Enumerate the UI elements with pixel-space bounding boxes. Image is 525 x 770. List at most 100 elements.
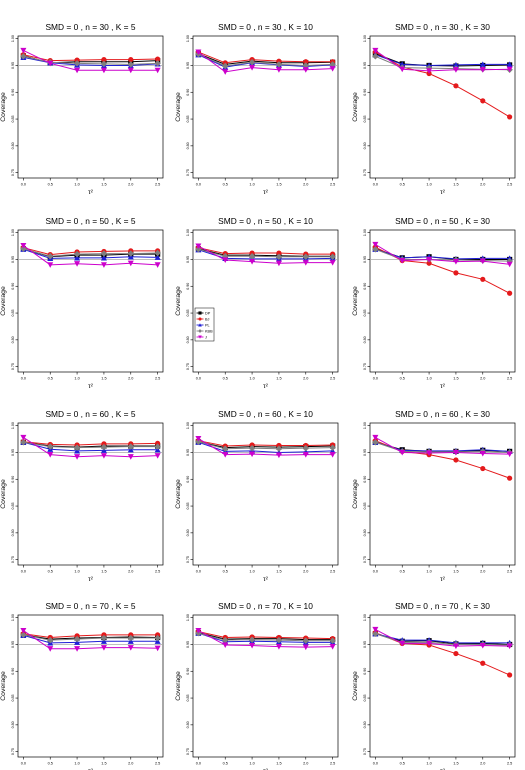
x-tick-label: 1.0 <box>249 377 254 381</box>
x-tick-label: 2.5 <box>507 183 512 187</box>
x-tick-label: 0.5 <box>223 377 228 381</box>
y-tick-label: 0.75 <box>11 556 15 563</box>
legend-label-bj: BJ <box>205 317 210 321</box>
marker-j <box>329 66 336 72</box>
marker-kbb <box>20 53 27 60</box>
x-tick-label: 0.5 <box>400 762 405 766</box>
marker-kbb <box>195 246 202 253</box>
series-line-bj <box>375 51 510 118</box>
x-tick-label: 1.5 <box>453 377 458 381</box>
marker-j <box>275 260 282 267</box>
marker-j <box>249 65 256 71</box>
marker-j <box>100 645 107 651</box>
y-axis-label: Coverage <box>0 92 7 122</box>
y-tick-label: 0.85 <box>363 503 367 510</box>
y-tick-label: 0.75 <box>186 748 190 755</box>
marker-j <box>506 451 513 458</box>
marker-j <box>74 261 81 267</box>
y-axis-label: Coverage <box>0 286 7 316</box>
x-axis-label: τ² <box>440 189 446 196</box>
marker-bj <box>480 98 486 104</box>
x-tick-label: 2.5 <box>330 762 335 766</box>
series-line-j <box>375 244 510 265</box>
marker-kbb <box>127 61 134 68</box>
chart-panel: SMD = 0 , n = 70 , K = 30 0.75 0.80 0.85 0.9… <box>352 601 516 770</box>
x-axis-label: τ² <box>440 576 446 583</box>
marker-kbb <box>275 445 283 452</box>
x-tick-label: 2.0 <box>128 762 133 766</box>
marker-kbb <box>73 60 81 67</box>
marker-j <box>452 449 459 456</box>
marker-bj <box>155 56 161 62</box>
marker-kbb <box>100 634 108 642</box>
marker-pl <box>198 323 202 327</box>
marker-kbb <box>222 636 229 644</box>
marker-kbb <box>100 443 108 451</box>
x-tick-label: 1.0 <box>249 183 254 187</box>
marker-kbb <box>195 438 202 445</box>
x-tick-label: 0.5 <box>400 570 405 574</box>
plot-frame <box>369 614 516 758</box>
x-tick-label: 1.5 <box>453 570 458 574</box>
y-tick-label: 0.80 <box>363 142 367 149</box>
x-tick-label: 2.5 <box>155 183 160 187</box>
plot-frame <box>17 422 164 566</box>
y-tick-label: 0.80 <box>11 142 15 149</box>
marker-kbb <box>20 439 27 446</box>
x-tick-label: 2.0 <box>303 377 308 381</box>
marker-bj <box>276 250 282 256</box>
x-tick-label: 2.0 <box>128 570 133 574</box>
y-tick-label: 0.95 <box>363 62 367 69</box>
marker-kbb <box>329 253 336 260</box>
x-tick-label: 2.0 <box>480 570 485 574</box>
y-tick-label: 0.80 <box>11 529 15 536</box>
y-tick-label: 0.95 <box>11 641 15 648</box>
x-tick-label: 2.5 <box>507 377 512 381</box>
x-tick-label: 0.5 <box>48 377 53 381</box>
series-line-j <box>375 629 510 647</box>
series-line-j <box>375 437 510 455</box>
series-line-bj <box>375 440 510 479</box>
marker-j <box>74 646 81 652</box>
chart-title: SMD = 0 , n = 60 , K = 30 <box>395 409 490 419</box>
y-axis-label: Coverage <box>352 479 359 509</box>
series-line-kbb <box>23 634 158 641</box>
y-tick-label: 0.95 <box>11 449 15 456</box>
legend-box <box>194 307 215 342</box>
marker-j <box>372 241 379 248</box>
marker-kbb <box>302 444 309 452</box>
marker-bj <box>128 632 134 638</box>
y-tick-label: 0.80 <box>186 721 190 728</box>
y-tick-label: 0.95 <box>186 256 190 263</box>
plot-frame <box>17 35 164 179</box>
y-tick-label: 0.95 <box>186 449 190 456</box>
y-tick-label: 0.75 <box>363 363 367 370</box>
x-tick-label: 2.0 <box>303 183 308 187</box>
y-tick-label: 0.75 <box>186 556 190 563</box>
marker-kbb <box>275 636 283 644</box>
marker-j <box>195 627 202 634</box>
marker-j <box>127 260 134 267</box>
y-axis-label: Coverage <box>352 92 359 122</box>
x-tick-label: 2.0 <box>128 377 133 381</box>
marker-j <box>222 452 229 458</box>
marker-kbb <box>372 246 379 253</box>
marker-j <box>506 643 513 650</box>
x-tick-label: 1.5 <box>276 377 281 381</box>
y-tick-label: 0.90 <box>363 668 367 675</box>
series-line-kbb <box>198 248 333 258</box>
x-tick-label: 1.5 <box>276 762 281 766</box>
chart-panel: SMD = 0 , n = 60 , K = 30 0.75 0.80 0.85 0.9… <box>352 409 516 583</box>
y-tick-label: 0.85 <box>363 695 367 702</box>
series-line-pl <box>198 54 333 68</box>
chart-title: SMD = 0 , n = 30 , K = 10 <box>218 22 313 32</box>
chart-title: SMD = 0 , n = 70 , K = 10 <box>218 601 313 611</box>
marker-kbb <box>47 636 54 644</box>
x-tick-label: 0.0 <box>21 570 26 574</box>
x-axis-label: τ² <box>88 189 94 196</box>
chart-panel: SMD = 0 , n = 60 , K = 10 0.75 0.80 0.85 0.9… <box>175 409 339 583</box>
marker-j <box>20 434 27 441</box>
y-axis-label: Coverage <box>0 671 7 701</box>
series-line-dp <box>198 53 333 65</box>
x-tick-label: 1.5 <box>101 762 106 766</box>
